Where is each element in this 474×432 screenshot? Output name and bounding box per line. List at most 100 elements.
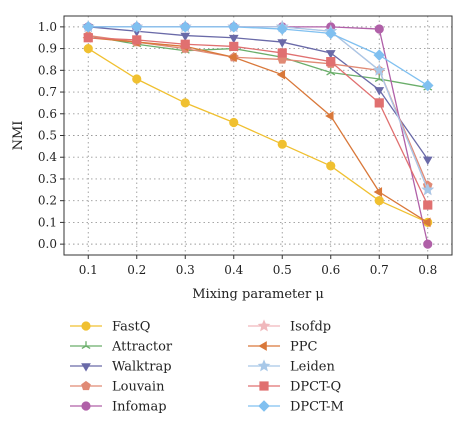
y-axis-label: NMI — [11, 121, 26, 151]
legend-item: DPCT-Q — [248, 380, 341, 395]
legend-label: Attractor — [111, 340, 173, 355]
y-tick-label: 0.8 — [38, 63, 57, 77]
data-point — [325, 111, 334, 121]
legend-label: DPCT-M — [290, 400, 344, 415]
y-tick-label: 0.7 — [38, 85, 57, 99]
y-tick-label: 0.9 — [38, 42, 57, 56]
legend-label: Infomap — [112, 400, 167, 415]
data-point — [374, 74, 384, 82]
series-line — [87, 48, 429, 224]
series-dpct-m — [82, 21, 434, 92]
legend-marker — [258, 341, 267, 351]
data-point — [423, 239, 433, 249]
data-point — [229, 117, 239, 128]
data-point — [324, 27, 337, 40]
data-point — [373, 187, 383, 197]
x-axis-label: Mixing parameter μ — [192, 287, 324, 302]
data-point — [227, 21, 240, 33]
legend-label: FastQ — [112, 320, 150, 335]
legend-item: Walktrap — [70, 360, 172, 375]
legend-marker — [257, 319, 271, 332]
series-isofdp — [81, 20, 435, 196]
y-tick-label: 0.2 — [38, 194, 57, 208]
data-point — [82, 21, 95, 33]
data-point — [326, 57, 336, 67]
legend-label: DPCT-Q — [290, 380, 341, 395]
series-line — [88, 34, 428, 89]
y-axis-ticks: 0.0 0.1 0.2 0.3 0.4 0.5 0.6 0.7 0.8 0.9 1.0 — [38, 20, 64, 251]
legend-marker — [81, 380, 91, 391]
data-point — [374, 24, 384, 34]
series-leiden — [81, 20, 435, 196]
legend-item: DPCT-M — [248, 400, 344, 415]
legend-item: Leiden — [248, 359, 335, 375]
data-point — [132, 74, 142, 84]
x-tick-label: 0.7 — [370, 263, 389, 277]
data-point — [276, 69, 286, 80]
y-tick-label: 0.0 — [38, 237, 57, 251]
y-tick-label: 0.6 — [38, 107, 57, 121]
legend-label: Louvain — [112, 380, 165, 395]
data-point — [83, 43, 93, 54]
x-tick-label: 0.3 — [176, 263, 195, 277]
y-tick-label: 1.0 — [38, 20, 57, 34]
data-point — [277, 48, 287, 58]
x-tick-label: 0.8 — [418, 263, 437, 277]
data-point — [83, 33, 93, 43]
y-tick-label: 0.1 — [38, 215, 57, 229]
legend-marker — [81, 363, 91, 372]
legend-marker — [257, 359, 271, 372]
legend-marker — [81, 401, 91, 411]
data-point — [374, 98, 384, 108]
data-point — [277, 39, 288, 48]
data-point — [423, 200, 433, 210]
series-line — [88, 26, 429, 191]
data-point — [421, 79, 434, 92]
data-point — [374, 87, 385, 96]
data-point — [180, 39, 190, 49]
data-point — [326, 67, 336, 76]
legend-marker — [81, 321, 91, 331]
series-line — [88, 37, 429, 223]
series-line — [88, 37, 429, 206]
data-point — [130, 21, 143, 33]
data-point — [422, 156, 433, 165]
data-point — [179, 21, 192, 33]
data-point — [325, 50, 336, 59]
x-tick-label: 0.1 — [79, 263, 98, 277]
data-point — [228, 52, 237, 63]
data-point — [373, 49, 386, 61]
data-point — [372, 63, 386, 76]
x-tick-label: 0.5 — [273, 263, 292, 277]
data-point — [374, 196, 384, 206]
legend-marker — [258, 400, 270, 412]
data-point — [421, 183, 435, 196]
legend-item: Attractor — [70, 340, 173, 355]
series-line — [88, 26, 429, 191]
series-dpct-q — [83, 33, 433, 210]
legend-marker — [259, 381, 269, 391]
grid-lines — [64, 16, 452, 255]
series-line — [88, 26, 429, 160]
x-axis-ticks: 0.1 0.2 0.3 0.4 0.5 0.6 0.7 0.8 — [79, 255, 437, 277]
series-walktrap — [83, 24, 433, 165]
data-point — [180, 98, 190, 108]
data-point — [228, 34, 239, 44]
y-tick-label: 0.5 — [38, 129, 57, 143]
data-point — [180, 32, 191, 42]
legend-marker — [81, 341, 91, 349]
legend-label: PPC — [290, 340, 317, 355]
legend-item: PPC — [248, 340, 317, 355]
x-tick-label: 0.4 — [224, 263, 243, 277]
legend-item: FastQ — [70, 320, 150, 335]
legend-label: Isofdp — [290, 320, 331, 335]
legend-item: Infomap — [70, 400, 167, 415]
legend-label: Leiden — [290, 360, 335, 375]
legend: FastQ Attractor Walktrap Louvain Infomap Isof… — [70, 319, 344, 415]
data-point — [132, 35, 142, 45]
data-point — [326, 161, 336, 171]
legend-item: Isofdp — [248, 319, 331, 335]
y-tick-label: 0.3 — [38, 172, 57, 186]
data-point — [422, 217, 431, 228]
